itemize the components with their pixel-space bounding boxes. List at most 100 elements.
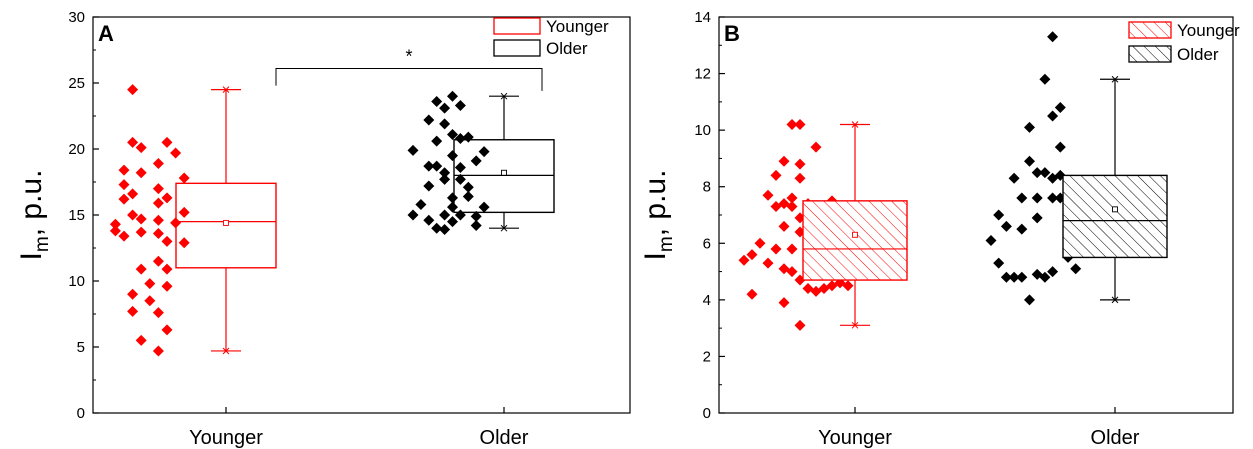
legend-swatch — [1128, 21, 1172, 39]
y-tick-label: 12 — [694, 66, 711, 83]
data-point — [786, 243, 798, 255]
data-point — [161, 235, 173, 247]
data-point — [1047, 110, 1059, 122]
box — [453, 139, 555, 214]
data-point — [423, 214, 435, 226]
data-point — [135, 334, 147, 346]
data-point — [109, 218, 121, 230]
data-point — [462, 191, 474, 203]
data-point — [161, 192, 173, 204]
mean-marker — [1112, 206, 1118, 213]
legend-label: Older — [1177, 45, 1219, 64]
data-point — [1000, 271, 1012, 283]
x-tick-label: Younger — [189, 427, 263, 449]
series-younger — [738, 118, 908, 331]
data-point — [478, 146, 490, 158]
y-tick-label: 8 — [703, 179, 711, 196]
data-point — [127, 136, 139, 148]
data-point — [423, 114, 435, 126]
data-point — [1024, 155, 1035, 167]
data-point — [794, 158, 806, 170]
data-point — [762, 257, 774, 269]
data-point — [794, 319, 806, 331]
panel-A: 0 5 10 15 20 25 30 Im, p.u. Younger Older A * Younge… — [15, 9, 631, 449]
data-point — [1024, 294, 1035, 306]
data-point — [439, 209, 451, 221]
data-point — [170, 147, 182, 159]
y-tick-label: 25 — [68, 75, 85, 92]
box — [802, 200, 908, 281]
data-point — [152, 345, 164, 357]
y-tick-label: 0 — [703, 405, 711, 422]
legend: Younger Older — [1128, 21, 1240, 64]
data-point — [1008, 172, 1020, 184]
data-point — [152, 255, 164, 267]
data-point — [447, 216, 458, 228]
y-tick-label: 10 — [68, 273, 85, 290]
panel-label: A — [98, 21, 114, 46]
data-point — [447, 150, 458, 162]
data-point — [161, 263, 173, 275]
data-point — [786, 266, 798, 278]
data-point — [1031, 167, 1043, 179]
data-point — [152, 214, 164, 226]
data-point — [118, 179, 130, 191]
extreme-marker — [500, 92, 508, 100]
data-point — [1031, 192, 1043, 204]
data-point — [1024, 121, 1035, 133]
y-axis-label-unit: , p.u. — [15, 170, 48, 237]
y-tick-label: 20 — [68, 141, 85, 158]
data-point — [454, 132, 466, 144]
x-tick-label: Older — [1091, 427, 1140, 449]
y-axis-label-subscript: m — [32, 236, 53, 252]
data-point — [423, 160, 435, 172]
data-point — [810, 141, 822, 153]
y-tick-label: 5 — [77, 339, 85, 356]
significance-bracket: * — [275, 46, 543, 91]
x-tick-label: Older — [480, 427, 529, 449]
extreme-marker — [851, 321, 859, 329]
data-point — [746, 249, 758, 261]
data-point — [778, 220, 790, 232]
significance-label: * — [405, 46, 412, 66]
data-point — [470, 210, 482, 222]
data-point — [109, 225, 121, 237]
data-point — [152, 158, 164, 170]
data-point — [478, 201, 490, 213]
data-point — [470, 155, 482, 167]
y-tick-label: 30 — [68, 9, 85, 26]
y-tick-label: 2 — [703, 348, 711, 365]
data-point — [431, 222, 443, 234]
y-tick-label: 4 — [703, 292, 711, 309]
data-point — [1070, 263, 1082, 275]
data-point — [144, 278, 156, 290]
mean-marker — [501, 169, 507, 176]
data-point — [1039, 271, 1051, 283]
legend: Younger Older — [493, 17, 609, 58]
data-point — [1016, 223, 1028, 235]
series-younger — [109, 84, 277, 357]
panel-B: 0 2 4 6 8 10 12 14 Im, p.u. Younger Older B Younger O… — [639, 9, 1240, 449]
data-point — [161, 136, 173, 148]
data-point — [1039, 167, 1051, 179]
data-point — [1016, 271, 1028, 283]
legend-label: Younger — [546, 17, 609, 36]
data-point — [794, 118, 806, 130]
extreme-marker — [1111, 296, 1119, 304]
extreme-marker — [1111, 75, 1119, 83]
data-point — [1000, 220, 1012, 232]
x-tick-label: Younger — [818, 427, 892, 449]
data-point — [985, 234, 997, 246]
mean-marker — [223, 219, 229, 226]
data-point — [447, 90, 458, 102]
data-point — [127, 209, 139, 221]
data-point — [770, 169, 782, 181]
data-point — [439, 173, 451, 185]
data-point — [152, 183, 164, 195]
data-point — [127, 305, 139, 317]
data-point — [135, 213, 147, 225]
data-point — [1008, 271, 1020, 283]
data-point — [439, 118, 451, 130]
data-point — [454, 99, 466, 111]
y-axis-label: Im, p.u. — [639, 170, 677, 261]
